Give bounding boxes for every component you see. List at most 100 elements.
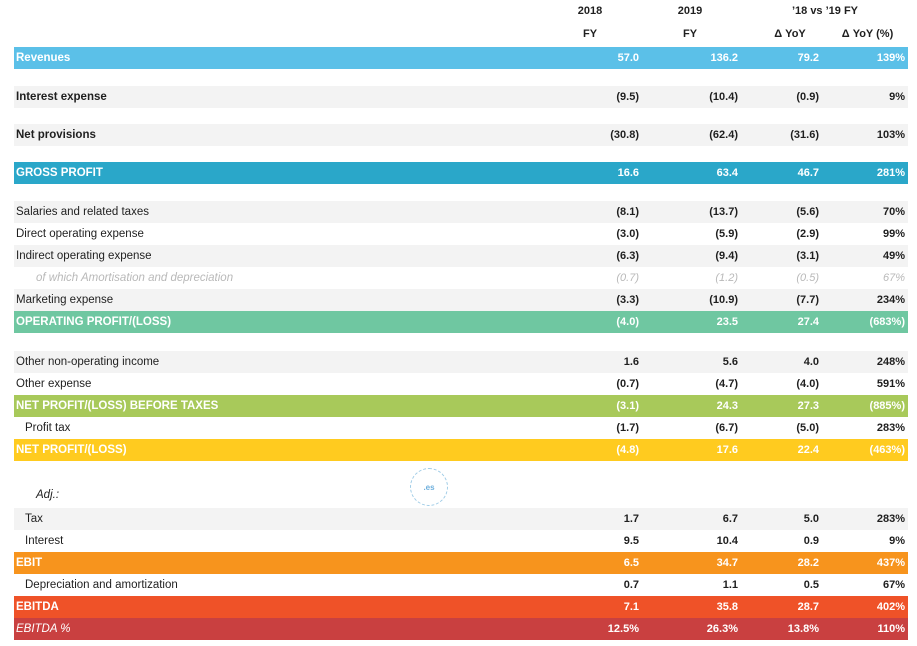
row-salaries: Salaries and related taxes (8.1) (13.7) … (14, 201, 908, 223)
value-2018: (30.8) (610, 129, 639, 141)
value-2019: (10.9) (709, 294, 738, 306)
row-label: EBIT (16, 557, 43, 569)
value-2019: (1.2) (715, 272, 738, 284)
row-label: of which Amortisation and depreciation (36, 272, 234, 284)
header-yoy: Δ YoY (774, 28, 806, 40)
row-label: NET PROFIT/(LOSS) BEFORE TAXES (16, 400, 219, 412)
value-yoy: 22.4 (797, 444, 819, 456)
value-yoy-pct: 9% (889, 535, 905, 547)
value-yoy-pct: 103% (876, 129, 905, 141)
value-2019: 17.6 (716, 444, 738, 456)
value-2018: (3.1) (616, 400, 639, 412)
value-2018: 7.1 (623, 601, 639, 613)
value-2018: 16.6 (617, 167, 639, 179)
value-2018: 6.5 (623, 557, 639, 569)
value-2018: 12.5% (607, 623, 639, 635)
row-adj-heading: Adj.: (14, 484, 908, 506)
row-label: Marketing expense (16, 294, 114, 306)
value-2018: 57.0 (617, 52, 639, 64)
value-yoy: 46.7 (797, 167, 819, 179)
value-yoy: (31.6) (790, 129, 819, 141)
watermark-stamp: .es (410, 468, 448, 506)
value-2019: 5.6 (722, 356, 738, 368)
value-yoy: 27.3 (797, 400, 819, 412)
row-adj-interest: Interest 9.5 10.4 0.9 9% (14, 530, 908, 552)
header-yoy-pct: Δ YoY (%) (841, 28, 894, 40)
row-label: Salaries and related taxes (16, 206, 149, 218)
value-yoy-pct: (683%) (869, 316, 905, 328)
value-yoy-pct: 110% (877, 623, 905, 635)
row-marketing-expense: Marketing expense (3.3) (10.9) (7.7) 234… (14, 289, 908, 311)
value-yoy: (7.7) (796, 294, 819, 306)
value-yoy: (4.0) (796, 378, 819, 390)
row-amortisation-subitem: of which Amortisation and depreciation (… (14, 267, 908, 289)
row-adj-tax: Tax 1.7 6.7 5.0 283% (14, 508, 908, 530)
header-2019: 2019 (677, 5, 703, 17)
row-label: Profit tax (25, 422, 71, 434)
value-yoy-pct: 139% (876, 52, 905, 64)
row-label: EBITDA (16, 601, 59, 613)
row-label: Other expense (16, 378, 92, 390)
row-indirect-operating-expense: Indirect operating expense (6.3) (9.4) (… (14, 245, 908, 267)
value-2018: (4.8) (616, 444, 639, 456)
value-2019: (6.7) (715, 422, 738, 434)
row-label: Tax (25, 513, 43, 525)
value-2018: 0.7 (623, 579, 639, 591)
value-yoy-pct: (885%) (869, 400, 905, 412)
value-2019: (5.9) (715, 228, 738, 240)
row-direct-operating-expense: Direct operating expense (3.0) (5.9) (2.… (14, 223, 908, 245)
value-2018: (4.0) (616, 316, 639, 328)
value-2019: (13.7) (709, 206, 738, 218)
header-fy-2019: FY (682, 28, 698, 40)
value-yoy-pct: 49% (882, 250, 905, 262)
header-compare: ’18 vs ’19 FY (791, 5, 859, 17)
row-other-non-operating-income: Other non-operating income 1.6 5.6 4.0 2… (14, 351, 908, 373)
value-2019: (10.4) (709, 91, 738, 103)
row-label: GROSS PROFIT (16, 167, 103, 179)
value-yoy: 0.9 (803, 535, 819, 547)
value-2018: (3.0) (616, 228, 639, 240)
row-label: OPERATING PROFIT/(LOSS) (16, 316, 172, 328)
row-operating-profit: OPERATING PROFIT/(LOSS) (4.0) 23.5 27.4 … (14, 311, 908, 333)
value-2019: 23.5 (716, 316, 738, 328)
value-yoy: (2.9) (796, 228, 819, 240)
row-net-provisions: Net provisions (30.8) (62.4) (31.6) 103% (14, 124, 908, 146)
value-yoy: 27.4 (797, 316, 819, 328)
value-yoy-pct: 9% (889, 91, 905, 103)
header-2018: 2018 (577, 5, 603, 17)
value-yoy: 4.0 (803, 356, 819, 368)
row-label: Depreciation and amortization (25, 579, 178, 591)
value-yoy: 28.7 (797, 601, 819, 613)
value-yoy-pct: 67% (882, 579, 905, 591)
row-interest-expense: Interest expense (9.5) (10.4) (0.9) 9% (14, 86, 908, 108)
value-yoy: 28.2 (797, 557, 819, 569)
row-ebitda-pct: EBITDA % 12.5% 26.3% 13.8% 110% (14, 618, 908, 640)
value-2018: (8.1) (616, 206, 639, 218)
value-yoy-pct: 402% (876, 601, 905, 613)
value-yoy-pct: (463%) (869, 444, 905, 456)
value-yoy-pct: 281% (876, 167, 905, 179)
value-yoy-pct: 283% (876, 422, 905, 434)
row-label: Interest expense (16, 91, 107, 103)
row-ebit: EBIT 6.5 34.7 28.2 437% (14, 552, 908, 574)
value-yoy-pct: 70% (882, 206, 905, 218)
row-label: Revenues (16, 52, 71, 64)
value-2018: (3.3) (616, 294, 639, 306)
value-2019: 24.3 (716, 400, 738, 412)
value-2018: (1.7) (616, 422, 639, 434)
value-2019: (4.7) (715, 378, 738, 390)
value-2019: 34.7 (716, 557, 738, 569)
value-2018: (0.7) (616, 272, 639, 284)
value-yoy-pct: 248% (876, 356, 905, 368)
value-2018: 1.6 (623, 356, 639, 368)
value-yoy: (5.6) (796, 206, 819, 218)
value-2019: 35.8 (716, 601, 738, 613)
row-other-expense: Other expense (0.7) (4.7) (4.0) 591% (14, 373, 908, 395)
value-2018: (6.3) (616, 250, 639, 262)
value-2019: 26.3% (706, 623, 738, 635)
value-yoy: 13.8% (787, 623, 819, 635)
row-net-profit: NET PROFIT/(LOSS) (4.8) 17.6 22.4 (463%) (14, 439, 908, 461)
row-label: Other non-operating income (16, 356, 160, 368)
row-label: Interest (25, 535, 64, 547)
value-2019: 136.2 (710, 52, 738, 64)
